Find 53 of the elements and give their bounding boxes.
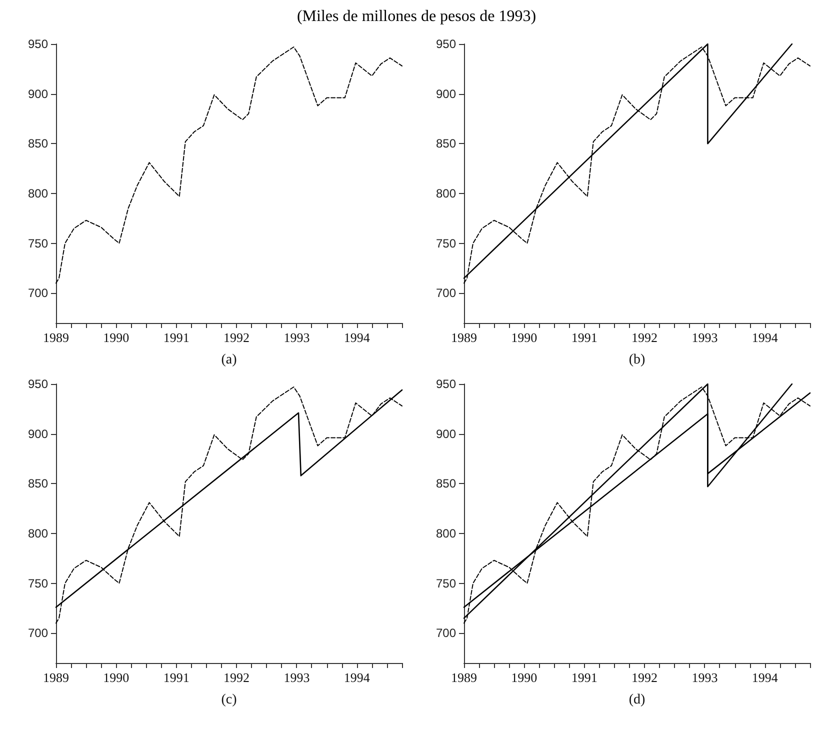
- y-tick-label: 900: [436, 426, 456, 441]
- x-tick-label: 1989: [451, 330, 477, 345]
- x-tick-label: 1993: [692, 330, 718, 345]
- x-tick-label: 1992: [224, 330, 250, 345]
- x-axis-title: (a): [221, 352, 238, 368]
- y-tick-label: 850: [28, 476, 48, 491]
- y-tick-label: 800: [436, 186, 456, 200]
- x-tick-label: 1990: [511, 330, 538, 345]
- x-tick-label: 1991: [163, 670, 190, 685]
- x-tick-label: 1992: [224, 670, 250, 685]
- x-tick-label: 1991: [571, 670, 598, 685]
- y-tick-label: 750: [436, 576, 456, 590]
- x-tick-label: 1990: [103, 330, 130, 345]
- x-tick-label: 1994: [344, 330, 370, 345]
- x-tick-label: 1991: [163, 330, 190, 345]
- y-tick-label: 800: [28, 186, 48, 200]
- x-tick-label: 1990: [511, 670, 538, 685]
- chart-title: (Miles de millones de pesos de 1993): [296, 8, 538, 27]
- y-tick-label: 900: [436, 86, 456, 101]
- y-tick-label: 700: [28, 286, 48, 300]
- y-tick-label: 800: [436, 526, 456, 540]
- x-tick-label: 1989: [43, 330, 69, 345]
- y-tick-label: 850: [436, 476, 456, 491]
- x-tick-label: 1989: [43, 670, 69, 685]
- x-tick-label: 1992: [632, 330, 658, 345]
- y-tick-label: 850: [436, 136, 456, 151]
- y-tick-label: 750: [28, 576, 48, 590]
- x-tick-label: 1989: [451, 670, 477, 685]
- x-tick-label: 1994: [752, 670, 778, 685]
- y-tick-label: 900: [28, 426, 48, 441]
- x-tick-label: 1993: [284, 330, 310, 345]
- y-tick-label: 900: [28, 86, 48, 101]
- x-tick-label: 1994: [344, 670, 370, 685]
- y-tick-label: 750: [28, 236, 48, 250]
- y-tick-label: 950: [28, 37, 48, 51]
- x-axis-title: (c): [221, 692, 238, 708]
- x-axis-title: (b): [628, 352, 646, 368]
- x-tick-label: 1991: [571, 330, 598, 345]
- y-tick-label: 850: [28, 136, 48, 151]
- y-tick-label: 950: [28, 377, 48, 391]
- y-tick-label: 950: [436, 37, 456, 51]
- y-tick-label: 700: [436, 626, 456, 640]
- x-axis-title: (d): [628, 692, 646, 708]
- x-tick-label: 1990: [103, 670, 130, 685]
- x-tick-label: 1993: [692, 670, 718, 685]
- x-tick-label: 1992: [632, 670, 658, 685]
- y-tick-label: 700: [436, 286, 456, 300]
- y-tick-label: 950: [436, 377, 456, 391]
- y-tick-label: 800: [28, 526, 48, 540]
- x-tick-label: 1993: [284, 670, 310, 685]
- y-tick-label: 750: [436, 236, 456, 250]
- x-tick-label: 1994: [752, 330, 778, 345]
- y-tick-label: 700: [28, 626, 48, 640]
